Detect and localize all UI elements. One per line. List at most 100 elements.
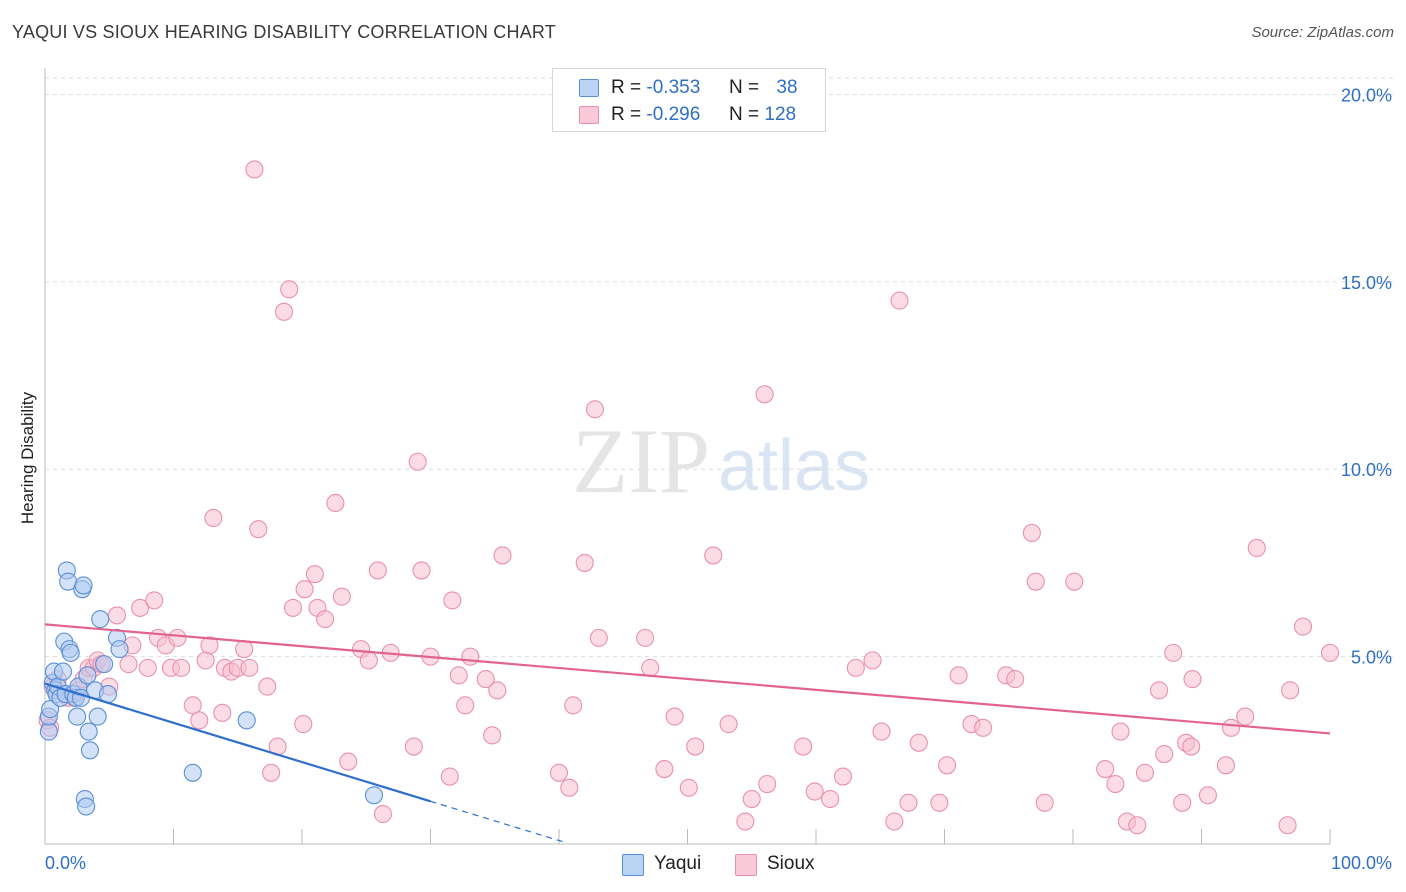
sioux-point [190,711,209,730]
yaqui-point [41,700,60,719]
sioux-point [560,778,579,797]
sioux-point [1236,707,1255,726]
sioux-trend-line [44,623,1331,735]
legend-n-sioux: N = 128 [729,104,797,125]
legend-r-sioux: R = -0.296 [611,104,701,125]
yaqui-point [95,655,114,674]
yaqui-point [110,640,129,659]
yaqui-point [237,711,256,730]
x-tick-label: 0.0% [45,853,86,873]
yaqui-trend-line [44,682,431,803]
sioux-point [833,767,853,786]
sioux-point [885,812,904,831]
yaqui-point [77,797,96,816]
sioux-point [235,640,254,659]
sioux-point [1155,745,1174,764]
sioux-point [1173,793,1192,812]
sioux-point [283,598,303,617]
sioux-point [1006,670,1025,689]
y-tick-label: 20.0% [1341,85,1392,105]
sioux-point [1026,572,1045,591]
sioux-point [755,385,774,404]
sioux-point [295,580,314,599]
sioux-point [890,291,909,310]
bottom-yaqui-swatch [622,854,644,876]
yaqui-point [88,707,107,726]
yaqui-point [68,707,87,726]
sioux-point [449,666,468,685]
sioux-point [107,606,127,625]
sioux-point [404,737,423,756]
sioux-swatch [579,106,599,124]
sioux-point [204,508,223,528]
sioux-point [641,658,660,677]
sioux-point [1135,763,1155,782]
sioux-point [549,763,569,782]
sioux-point [213,703,232,722]
sioux-point [200,636,219,655]
sioux-point [736,812,755,831]
sioux-point [145,591,164,610]
sioux-point [1035,793,1054,812]
sioux-point [1320,643,1340,662]
sioux-point [794,737,813,756]
sioux-point [1278,816,1297,835]
sioux-point [1128,816,1147,835]
sioux-point [1106,774,1125,794]
sioux-point [443,591,462,610]
sioux-point [872,722,891,741]
sioux-point [805,782,824,801]
sioux-point [1293,617,1313,636]
sioux-point [119,655,138,674]
watermark-atlas: atlas [718,426,870,506]
sioux-point [1247,538,1266,557]
sioux-point [1164,643,1183,662]
sioux-point [274,302,294,321]
source-label: Source: ZipAtlas.com [1251,24,1394,41]
sioux-point [973,718,993,737]
sioux-point [1150,681,1169,700]
sioux-point [332,587,351,606]
sioux-point [440,767,459,786]
sioux-point [280,280,299,299]
sioux-point [483,726,502,745]
sioux-point [1022,523,1041,543]
legend-n-yaqui: N = 38 [729,77,798,98]
sioux-point [564,696,583,715]
sioux-point [138,658,157,677]
sioux-point [949,666,968,685]
yaqui-point [91,610,110,629]
sioux-point [679,778,698,797]
sioux-point [294,715,313,734]
sioux-point [488,681,507,700]
sioux-point [1111,722,1130,741]
sioux-point [589,628,608,647]
sioux-point [1198,786,1217,805]
sioux-point [476,670,495,689]
sioux-point [183,696,202,715]
sioux-point [461,647,480,666]
sioux-point [686,737,705,756]
sioux-point [1281,681,1300,700]
yaqui-point [53,662,73,681]
sioux-point [719,715,738,734]
sioux-point [245,160,264,179]
yaqui-point [78,666,97,685]
y-tick-label: 10.0% [1341,460,1392,480]
sioux-point [196,651,215,670]
sioux-point [408,452,427,471]
sioux-point [359,651,378,670]
sioux-point [585,400,605,419]
sioux-point [1182,737,1201,756]
sioux-point [368,561,387,580]
sioux-point [240,658,259,677]
stats-legend: R = -0.353 N = 38 R = -0.296 N = 128 [552,68,826,132]
y-tick-label: 5.0% [1351,648,1392,668]
sioux-point [249,520,268,539]
x-tick-label: 100.0% [1331,853,1392,873]
sioux-point [305,565,324,584]
yaqui-point [80,741,100,760]
sioux-point [1096,759,1115,779]
sioux-point [938,756,957,775]
sioux-point [899,793,918,812]
